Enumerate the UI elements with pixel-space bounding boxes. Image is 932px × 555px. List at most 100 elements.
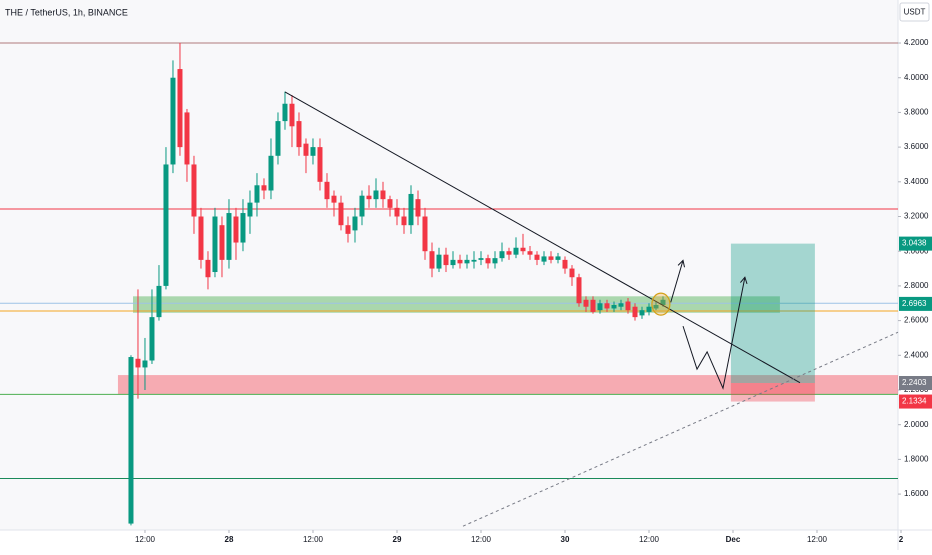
x-tick-label: 12:00 [303,535,324,544]
candle-body [499,251,505,259]
candle-body [184,112,190,165]
y-tick-label: 3.2000 [904,212,929,221]
trendline [670,260,684,303]
y-tick-label: 2.4000 [904,350,929,359]
candle-body [548,256,554,260]
candle-body [380,190,386,200]
candle-body [527,251,533,255]
candle-body [457,259,463,264]
candle-body [219,225,225,260]
arrowhead [740,276,748,285]
candle-body [387,199,393,208]
candle-body [422,216,428,252]
candle-body [233,216,239,243]
plot-area [0,42,899,527]
price-axis [898,0,932,550]
candle-body [464,259,470,264]
candle-body [359,195,365,217]
stop-zone [730,383,815,402]
axis-labels: 4.2000 4.0000 3.8000 3.6000 3.4000 3.2000 3.00… [135,38,932,544]
candle-body [534,254,540,260]
last-price-bg [899,296,932,311]
time-axis [0,530,932,550]
candle-body [450,259,456,266]
candle-body [520,247,526,252]
trendline [284,91,801,384]
candle-body [324,181,330,200]
candle-body [555,256,561,260]
candle-body [128,357,134,524]
candle-body [408,193,414,226]
candle-body [373,190,379,200]
candle-body [135,358,141,368]
candle-body [583,299,589,307]
chart-title: THE / TetherUS, 1h, BINANCE [5,7,128,17]
candle-body [660,299,666,305]
candle-body [394,207,400,217]
candle-body [443,254,449,266]
candle-body [268,155,274,191]
candle-body [226,213,232,260]
candle-body [352,216,358,231]
candle-body [142,360,148,368]
candle-body [205,259,211,278]
candle-body [625,301,631,311]
candle-body [296,121,302,148]
candle-body [604,303,610,309]
candle-body [639,310,645,316]
candle-body [492,258,498,264]
candle-body [163,164,169,286]
candle-body [240,213,246,243]
candle-body [212,216,218,273]
x-tick-label: 12:00 [807,535,828,544]
trendline [462,331,899,527]
candle-body [632,306,638,318]
stop-price-bg [899,394,932,409]
y-tick-label: 3.6000 [904,142,929,151]
target-price: 3.0438 [902,239,927,248]
y-tick-label: 2.0000 [904,420,929,429]
candle-body [513,247,519,255]
candle-body [485,258,491,264]
candle-body [331,195,337,203]
candle-body [338,202,344,226]
y-tick-label: 2.6000 [904,316,929,325]
y-tick-label: 1.8000 [904,455,929,464]
zone [117,375,898,395]
candle-body [562,259,568,269]
candle-body [646,306,652,312]
zone [133,296,780,313]
x-tick-label: 2 [899,535,904,544]
candle-body [275,121,281,156]
candle-body [282,103,288,122]
entry-price: 2.2403 [902,378,927,387]
y-tick-label: 3.8000 [904,108,929,117]
candle-body [415,199,421,217]
candle-body [436,254,442,269]
candle-body [653,304,659,309]
currency-box[interactable] [899,2,930,22]
candle-body [401,216,407,226]
x-tick-label: 29 [393,535,402,544]
x-tick-label: 12:00 [639,535,660,544]
candle-body [618,303,624,307]
trendline [682,277,746,390]
candle-body [569,268,575,278]
x-tick-label: 12:00 [471,535,492,544]
candle-body [170,77,176,165]
x-tick-label: 30 [561,535,570,544]
y-tick-label: 3.4000 [904,177,929,186]
candle-body [254,185,260,203]
candle-body [156,285,162,318]
y-tick-label: 3.0000 [904,246,929,255]
x-tick-label: 28 [225,535,234,544]
y-tick-label: 4.0000 [904,73,929,82]
candle-body [576,277,582,304]
target-price-bg [899,236,932,251]
candle-body [478,258,484,260]
stop-price: 2.1334 [902,397,927,406]
x-tick-label: 12:00 [135,535,156,544]
candle-body [471,259,477,262]
candle-body [289,103,295,127]
candle-body [310,147,316,156]
